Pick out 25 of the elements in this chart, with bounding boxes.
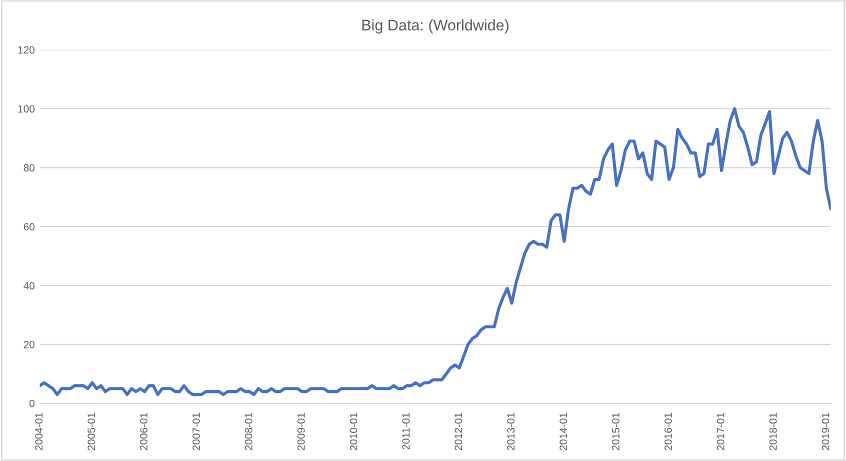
- x-tick-label: 2017-01: [716, 412, 724, 450]
- x-tick-label: 2007-01: [192, 412, 200, 450]
- x-tick-label: 2018-01: [769, 412, 777, 450]
- y-tick-label: 20: [24, 340, 34, 348]
- x-tick-label: 2013-01: [507, 412, 515, 450]
- x-tick-label: 2008-01: [244, 412, 252, 450]
- y-tick-label: 0: [30, 400, 34, 408]
- x-tick-label: 2019-01: [822, 412, 830, 450]
- x-tick-label: 2009-01: [297, 412, 305, 450]
- x-tick-label: 2011-01: [402, 412, 410, 450]
- y-tick-label: 40: [24, 282, 34, 290]
- chart-title: Big Data: (Worldwide): [362, 19, 508, 34]
- line-series: [40, 107, 831, 396]
- x-tick-label: 2006-01: [140, 412, 148, 450]
- y-tick-label: 120: [18, 46, 34, 54]
- x-tick-label: 2015-01: [612, 412, 620, 450]
- x-tick-label: 2010-01: [350, 412, 358, 450]
- x-tick-label: 2004-01: [35, 412, 43, 450]
- y-tick-label: 60: [24, 223, 34, 230]
- y-tick-label: 100: [18, 105, 34, 113]
- x-tick-label: 2016-01: [664, 412, 672, 450]
- y-tick-label: 80: [24, 164, 34, 172]
- x-tick-label: 2014-01: [560, 412, 567, 450]
- x-tick-label: 2012-01: [454, 412, 462, 450]
- x-tick-label: 2005-01: [88, 412, 95, 450]
